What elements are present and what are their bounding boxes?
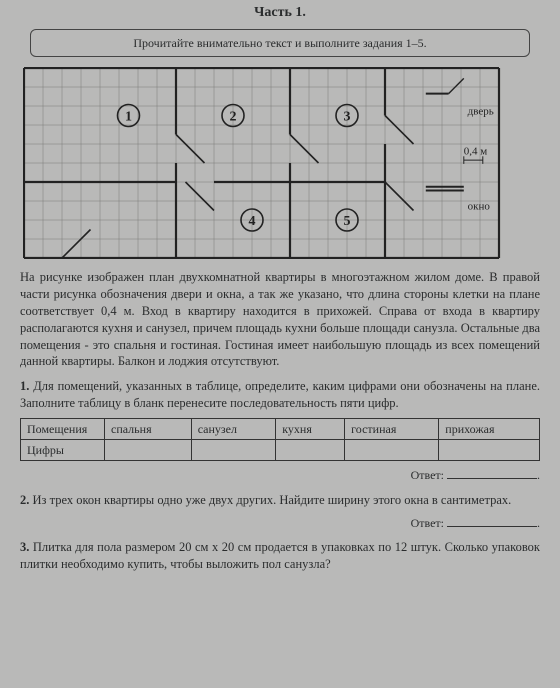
svg-text:4: 4 (248, 214, 255, 229)
answer-line-2: Ответ: . (20, 515, 540, 531)
task-1: 1. Для помещений, указанных в таблице, о… (20, 378, 540, 412)
answer-blank (447, 467, 537, 479)
task-1-number: 1. (20, 379, 29, 393)
cell-empty (105, 440, 192, 461)
answer-label: Ответ: (411, 468, 444, 482)
task-3: 3. Плитка для пола размером 20 см х 20 с… (20, 539, 540, 573)
svg-text:5: 5 (343, 214, 350, 229)
table-row: Цифры (21, 440, 540, 461)
svg-text:1: 1 (125, 110, 132, 125)
col-sanuzl: санузел (191, 419, 276, 440)
task-2: 2. Из трех окон квартиры одно уже двух д… (20, 492, 540, 509)
answer-blank (447, 515, 537, 527)
svg-text:дверь: дверь (467, 106, 493, 118)
row-header-rooms: Помещения (21, 419, 105, 440)
task-2-text: Из трех окон квартиры одно уже двух друг… (33, 493, 512, 507)
svg-text:2: 2 (229, 110, 236, 125)
col-prihozhaya: прихожая (439, 419, 540, 440)
task-2-number: 2. (20, 493, 29, 507)
description-paragraph: На рисунке изображен план двухкомнатной … (20, 269, 540, 370)
task-1-text: Для помещений, указанных в таблице, опре… (20, 379, 540, 410)
task-3-text: Плитка для пола размером 20 см х 20 см п… (20, 540, 540, 571)
rooms-table: Помещения спальня санузел кухня гостиная… (20, 418, 540, 461)
cell-empty (191, 440, 276, 461)
col-gostinaya: гостиная (345, 419, 439, 440)
svg-text:0,4 м: 0,4 м (463, 145, 487, 157)
cell-empty (276, 440, 345, 461)
svg-text:3: 3 (343, 110, 350, 125)
col-kuhnya: кухня (276, 419, 345, 440)
answer-label: Ответ: (411, 516, 444, 530)
cell-empty (439, 440, 540, 461)
table-row: Помещения спальня санузел кухня гостиная… (21, 419, 540, 440)
instruction-box: Прочитайте внимательно текст и выполните… (30, 29, 530, 57)
task-3-number: 3. (20, 540, 29, 554)
answer-line-1: Ответ: . (20, 467, 540, 483)
floor-plan-figure: 1 2 3 4 5 дверь 0,4 м окно (20, 67, 540, 259)
part-title: Часть 1. (20, 0, 540, 29)
floor-plan-svg: 1 2 3 4 5 дверь 0,4 м окно (23, 67, 538, 259)
col-spalnya: спальня (105, 419, 192, 440)
cell-empty (345, 440, 439, 461)
row-header-digits: Цифры (21, 440, 105, 461)
svg-text:окно: окно (467, 201, 490, 213)
